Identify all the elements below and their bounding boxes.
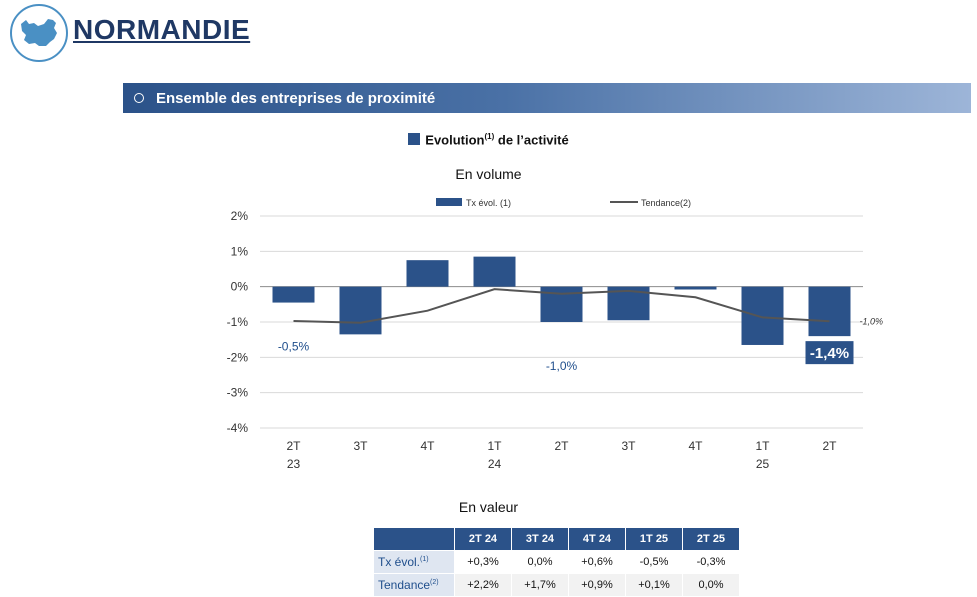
trend-end-label: -1,0% — [860, 316, 884, 326]
chart-heading: Evolution(1) de l’activité — [0, 132, 977, 147]
table-cell: +0,1% — [625, 573, 683, 597]
y-tick-label: -3% — [227, 386, 249, 400]
bar — [741, 286, 784, 345]
bar — [339, 286, 382, 335]
table-header-row: 2T 24 3T 24 4T 24 1T 25 2T 25 — [373, 527, 740, 551]
table-column-header: 4T 24 — [568, 527, 626, 551]
row-label-sup: (2) — [430, 579, 439, 586]
data-label: -1,4% — [810, 345, 849, 362]
normandie-map-logo — [10, 4, 68, 62]
x-tick-label-year: 23 — [287, 457, 301, 471]
x-tick-label: 4T — [688, 439, 703, 453]
y-tick-label: -2% — [227, 350, 249, 364]
bar — [674, 286, 717, 290]
table-row: Tendance(2) +2,2% +1,7% +0,9% +0,1% 0,0% — [373, 573, 740, 597]
section-header: Ensemble des entreprises de proximité — [123, 83, 971, 113]
value-table: 2T 24 3T 24 4T 24 1T 25 2T 25 Tx évol.(1… — [373, 527, 740, 597]
y-tick-label: -4% — [227, 421, 249, 435]
bar — [272, 286, 315, 303]
bar — [406, 260, 449, 287]
table-cell: 0,0% — [511, 550, 569, 574]
x-tick-label: 3T — [621, 439, 636, 453]
x-tick-label: 2T — [822, 439, 837, 453]
chart-heading-text: Evolution — [425, 132, 485, 148]
row-label-sup: (1) — [420, 556, 429, 563]
data-label-box — [805, 341, 854, 365]
table-row: Tx évol.(1) +0,3% 0,0% +0,6% -0,5% -0,3% — [373, 550, 740, 574]
bar — [808, 286, 851, 337]
legend-bar-swatch — [436, 198, 462, 206]
data-label: -0,5% — [278, 340, 310, 354]
x-tick-label: 3T — [353, 439, 368, 453]
region-title: NORMANDIE — [73, 14, 251, 45]
table-column-header: 3T 24 — [511, 527, 569, 551]
trend-line — [293, 288, 830, 324]
table-cell: +0,9% — [568, 573, 626, 597]
x-tick-label: 4T — [420, 439, 435, 453]
legend-bar-label: Tx évol. (1) — [466, 198, 511, 208]
table-column-header: 1T 25 — [625, 527, 683, 551]
y-tick-label: 1% — [231, 244, 249, 258]
table-cell: -0,5% — [625, 550, 683, 574]
y-tick-label: 0% — [231, 280, 249, 294]
table-cell: -0,3% — [682, 550, 740, 574]
y-tick-label: -1% — [227, 315, 249, 329]
chart-heading-suffix: de l’activité — [494, 132, 569, 148]
data-label: -1,0% — [546, 359, 578, 373]
table-subtitle-valeur: En valeur — [458, 499, 519, 515]
table-cell: +0,3% — [454, 550, 512, 574]
table-cell: +0,6% — [568, 550, 626, 574]
square-bullet-icon — [408, 133, 421, 146]
x-tick-label: 2T — [554, 439, 569, 453]
section-title: Ensemble des entreprises de proximité — [156, 89, 436, 107]
table-row-label: Tx évol.(1) — [373, 550, 455, 574]
row-label-text: Tx évol. — [378, 555, 421, 569]
x-tick-label-year: 24 — [488, 457, 502, 471]
table-cell: +1,7% — [511, 573, 569, 597]
chart-subtitle-volume: En volume — [455, 166, 522, 182]
table-column-header: 2T 24 — [454, 527, 512, 551]
x-tick-label: 1T — [755, 439, 770, 453]
chart-heading-sup: (1) — [484, 132, 495, 141]
table-cell: 0,0% — [682, 573, 740, 597]
x-tick-label: 1T — [487, 439, 502, 453]
table-row-label: Tendance(2) — [373, 573, 455, 597]
bar — [473, 256, 516, 287]
row-label-text: Tendance — [378, 578, 431, 592]
table-cell: +2,2% — [454, 573, 512, 597]
x-tick-label: 2T — [286, 439, 301, 453]
x-tick-label-year: 25 — [756, 457, 770, 471]
y-tick-label: 2% — [231, 209, 249, 223]
table-corner-cell — [373, 527, 455, 551]
table-column-header: 2T 25 — [682, 527, 740, 551]
volume-chart: 2% 1% 0% -1% -2% -3% -4% 2T 23 3T 4T 1T 24 2T 3T 4T 1T 25… — [227, 198, 884, 471]
legend-line-label: Tendance(2) — [641, 198, 691, 208]
circle-bullet-icon — [134, 93, 144, 103]
